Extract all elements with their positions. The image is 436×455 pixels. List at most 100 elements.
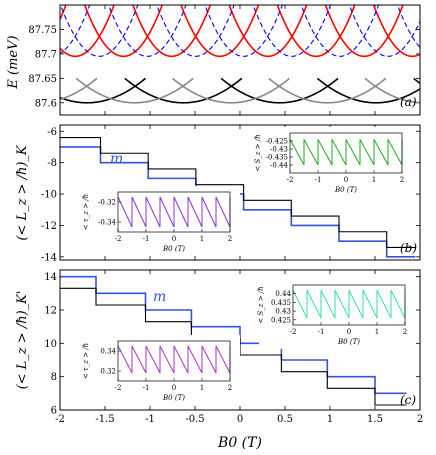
inset-ytick-label: -0.44 [270, 162, 288, 170]
ytick-label: 8 [51, 372, 57, 383]
inset-ytick-label: -0.43 [270, 146, 288, 154]
ytick-label: 6 [51, 406, 57, 417]
inset-ylabel: < τ_z > /ħ [82, 343, 90, 379]
series-0-parabola [124, 77, 243, 104]
inset-ytick-label: -0.32 [98, 199, 116, 207]
inset-xtick-label: -2 [115, 235, 122, 243]
panel-a-energy: 87.6 87.65 87.7 87.75 (a) E (meV) [6, 4, 421, 116]
inset-xlabel: B0 (T) [337, 338, 360, 346]
panel-b-steps [60, 137, 416, 258]
inset-sawtooth [292, 289, 406, 319]
panel-c-m-label: m [153, 289, 166, 305]
series-0-parabola [316, 77, 420, 104]
inset-ytick-label: -0.435 [266, 154, 288, 162]
inset-ytick-label: 0.435 [271, 299, 291, 307]
ytick-label: -6 [47, 127, 57, 138]
xtick-label: -1.5 [95, 414, 114, 425]
ytick-label: 87.65 [28, 74, 57, 85]
inset-xtick-label: -2 [287, 176, 294, 184]
panel-b-tag: (b) [400, 241, 417, 255]
inset-xtick-label: 0 [172, 384, 176, 392]
xtick-label: 2 [417, 414, 423, 425]
series-black-steps [60, 137, 416, 248]
ytick-label: 14 [44, 272, 57, 283]
series-1-parabola [268, 77, 387, 104]
panel-c-ylabel: (< L_z > /ħ)_K' [15, 291, 30, 390]
inset-xtick-label: -2 [115, 384, 122, 392]
inset-sawtooth [289, 139, 403, 166]
ytick-label: -8 [47, 158, 57, 169]
inset-xtick-label: -1 [143, 384, 150, 392]
inset-sawtooth [117, 345, 231, 374]
inset-ytick-label: -0.425 [266, 138, 288, 146]
panel-c-xlabel: B0 (T) [217, 435, 262, 451]
ytick-label: 12 [44, 306, 57, 317]
inset-ylabel: < S_z > /ħ [254, 134, 262, 171]
series-2-parabola [228, 5, 308, 58]
inset-xtick-label: 2 [228, 235, 232, 243]
panel-c-tag: (c) [400, 393, 416, 407]
series-2-parabola [60, 5, 115, 58]
inset-xlabel: B0 (T) [162, 245, 185, 253]
panel-b-frame [59, 124, 421, 261]
series-1-parabola [75, 77, 194, 104]
inset-ytick-label: 0.34 [100, 348, 116, 356]
series-0-parabola [220, 77, 339, 104]
inset-xtick-label: 1 [372, 176, 376, 184]
panel-b-m-label: m [110, 151, 123, 167]
series-3-parabola [252, 5, 332, 57]
panel-a-tag: (a) [400, 95, 417, 109]
series-3-parabola [300, 5, 380, 57]
series-1-parabola [60, 77, 98, 101]
series-2-parabola [372, 5, 420, 58]
inset-ytick-label: -0.34 [98, 219, 116, 227]
panel-a-curves [60, 5, 420, 104]
inset-ytick-label: 0.32 [100, 368, 116, 376]
ytick-label: -12 [41, 221, 57, 232]
ytick-label: -14 [41, 252, 57, 263]
ytick-label: -10 [41, 190, 57, 201]
series-2-parabola [276, 5, 356, 58]
ytick-label: 87.75 [28, 25, 57, 36]
xtick-label: -1 [145, 414, 155, 425]
panel-b-ylabel: (< L_z > /ħ)_K [15, 144, 30, 241]
inset-xtick-label: 0 [344, 176, 348, 184]
inset-xtick-label: 2 [403, 328, 407, 336]
inset-xtick-label: 1 [375, 328, 379, 336]
inset-ylabel: < S_z > /ħ [257, 286, 265, 323]
series-3-parabola [348, 5, 420, 57]
inset-ytick-label: 0.425 [271, 316, 291, 324]
inset-xlabel: B0 (T) [162, 394, 185, 402]
series-3-parabola [396, 5, 420, 49]
inset-ylabel: < τ_z > /ħ [82, 194, 90, 230]
panel-b-inset-spin: -0.425-0.43-0.435-0.44 -2 -1 0 1 2 B0 (T) < S_z… [254, 127, 412, 197]
inset-ytick-label: 0.44 [275, 290, 291, 298]
inset-xtick-label: 0 [347, 328, 351, 336]
series-2-parabola [83, 5, 164, 58]
ytick-label: 10 [44, 339, 57, 350]
inset-xtick-label: -1 [318, 328, 325, 336]
series-3-parabola [108, 5, 187, 57]
inset-xtick-label: 1 [200, 384, 204, 392]
series-m-steps [60, 146, 416, 258]
series-2-parabola [324, 5, 404, 58]
series-2-parabola [132, 5, 212, 58]
inset-xtick-label: -1 [315, 176, 322, 184]
inset-xtick-label: 2 [400, 176, 404, 184]
inset-background [84, 186, 240, 256]
series-1-parabola [171, 77, 291, 104]
xtick-label: 1.5 [367, 414, 383, 425]
series-3-parabola [156, 5, 235, 57]
panel-a-frame [59, 4, 421, 116]
inset-ytick-label: 0.43 [275, 308, 291, 316]
ytick-label: 87.7 [35, 49, 57, 60]
inset-sawtooth [117, 196, 231, 228]
series-3-parabola [60, 5, 139, 57]
inset-xtick-label: -2 [290, 328, 297, 336]
panel-c-frame [59, 269, 421, 411]
series-0-parabola [60, 77, 147, 104]
panel-b-Lz-K: -6-8-10-12-14 m (b) (< L_z > /ħ)_K -0.32… [15, 124, 421, 263]
